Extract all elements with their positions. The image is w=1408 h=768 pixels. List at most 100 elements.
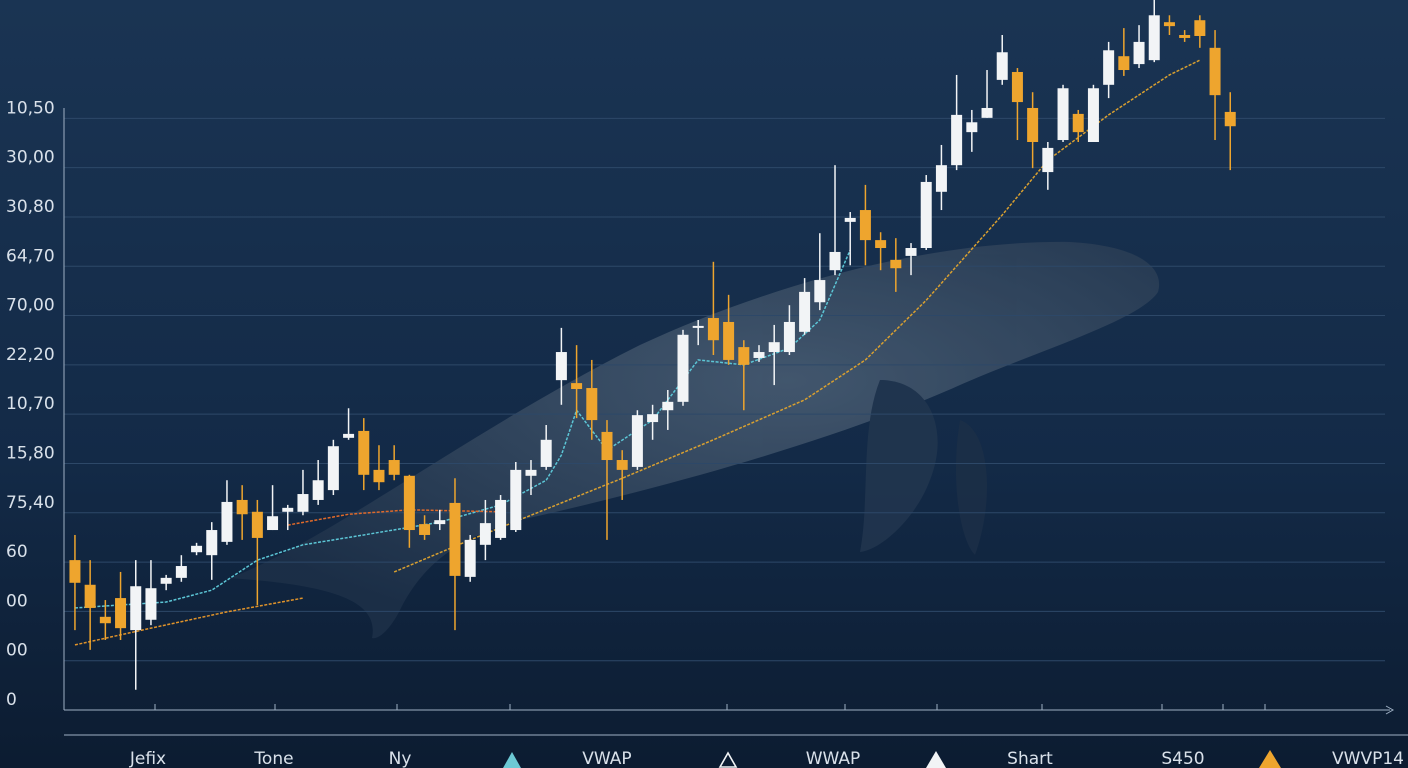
candle-body bbox=[981, 107, 993, 118]
candle-body bbox=[84, 584, 96, 608]
candle-body bbox=[510, 469, 522, 531]
legend-icon bbox=[503, 752, 521, 768]
candle-body bbox=[525, 469, 537, 476]
candle-body bbox=[768, 342, 780, 353]
y-tick-label: 0 bbox=[6, 690, 17, 710]
whale-body bbox=[230, 241, 1160, 639]
candle-body bbox=[1163, 22, 1175, 27]
candle-body bbox=[692, 325, 704, 328]
candle-body bbox=[495, 499, 507, 538]
candle-body bbox=[175, 566, 187, 578]
candle-body bbox=[1118, 56, 1130, 71]
candle-body bbox=[99, 616, 111, 624]
y-tick-label: 15,80 bbox=[6, 443, 55, 463]
candle-body bbox=[434, 520, 446, 525]
candle-body bbox=[647, 414, 659, 423]
candle-body bbox=[115, 598, 127, 629]
y-tick-label: 70,00 bbox=[6, 296, 55, 316]
candle-body bbox=[464, 539, 476, 577]
y-tick-label: 10,70 bbox=[6, 394, 55, 414]
x-label: Tone bbox=[253, 749, 293, 768]
candle-body bbox=[616, 460, 628, 470]
candle-body bbox=[297, 494, 309, 512]
candle-body bbox=[601, 431, 613, 461]
candle-body bbox=[130, 586, 142, 631]
candle-body bbox=[859, 210, 871, 241]
candle-body bbox=[1027, 107, 1039, 142]
candle-body bbox=[890, 259, 902, 269]
candle-body bbox=[1103, 50, 1115, 85]
candle-body bbox=[69, 560, 81, 583]
x-axis bbox=[63, 108, 1408, 736]
candle-body bbox=[738, 347, 750, 365]
candle-body bbox=[1148, 15, 1160, 61]
candle-body bbox=[449, 502, 461, 576]
candle-body bbox=[282, 507, 294, 512]
candle-body bbox=[1057, 88, 1069, 141]
candle-body bbox=[540, 439, 552, 467]
candle-body bbox=[1194, 20, 1206, 36]
line-series bbox=[74, 597, 304, 646]
candle-body bbox=[479, 523, 491, 545]
candle-body bbox=[1133, 41, 1145, 65]
candle-body bbox=[875, 240, 887, 249]
candle-body bbox=[358, 430, 370, 475]
y-tick-label: 00 bbox=[6, 591, 28, 611]
candle-body bbox=[753, 352, 765, 358]
candle-body bbox=[1072, 113, 1084, 133]
candle-body bbox=[783, 321, 795, 353]
x-label: Ny bbox=[389, 749, 412, 768]
candle-body bbox=[160, 577, 172, 584]
candle-body bbox=[966, 122, 978, 133]
candle-body bbox=[221, 501, 233, 542]
candle-body bbox=[327, 446, 339, 491]
grid: 000006075,4015,8010,7022,2070,0064,7030,… bbox=[6, 98, 1385, 710]
candle-body bbox=[829, 251, 841, 271]
candle-body bbox=[1179, 35, 1191, 38]
candle-body bbox=[814, 280, 826, 303]
candle-body bbox=[312, 480, 324, 500]
candle-body bbox=[251, 511, 263, 538]
candle-body bbox=[1042, 147, 1054, 173]
legend-icon bbox=[1259, 750, 1281, 768]
candle-body bbox=[707, 318, 719, 341]
candle-body bbox=[388, 460, 400, 475]
candle-body bbox=[844, 217, 856, 222]
y-tick-label: 30,00 bbox=[6, 148, 55, 168]
y-tick-label: 00 bbox=[6, 641, 28, 661]
candle-body bbox=[1011, 71, 1023, 103]
candle-body bbox=[920, 181, 932, 249]
candle-body bbox=[1224, 111, 1236, 127]
candle-body bbox=[996, 52, 1008, 80]
whale-flipper bbox=[860, 380, 938, 552]
candle-body bbox=[191, 545, 203, 553]
candle-body bbox=[723, 321, 735, 360]
legend-icon bbox=[926, 751, 946, 768]
y-tick-label: 64,70 bbox=[6, 246, 55, 266]
x-label: WWAP bbox=[806, 749, 861, 768]
axis-arrow bbox=[1385, 705, 1395, 715]
legend-icon bbox=[718, 751, 738, 768]
y-tick-label: 30,80 bbox=[6, 197, 55, 217]
candle-body bbox=[662, 401, 674, 411]
x-label: Shart bbox=[1007, 749, 1053, 768]
candle-body bbox=[935, 165, 947, 192]
y-tick-label: 60 bbox=[6, 542, 28, 562]
x-label: VWVP14 bbox=[1332, 749, 1404, 768]
line-series bbox=[393, 59, 1201, 573]
candle-body bbox=[677, 334, 689, 402]
candle-body bbox=[631, 415, 643, 467]
candle-body bbox=[373, 469, 385, 483]
marks bbox=[69, 0, 1236, 690]
y-tick-label: 75,40 bbox=[6, 493, 55, 513]
candle-body bbox=[571, 383, 583, 390]
y-tick-label: 10,50 bbox=[6, 98, 55, 118]
candle-body bbox=[799, 291, 811, 332]
candle-body bbox=[1087, 88, 1099, 142]
x-label: Jefix bbox=[129, 749, 166, 768]
x-label: S450 bbox=[1161, 749, 1204, 768]
y-tick-label: 22,20 bbox=[6, 345, 55, 365]
candle-body bbox=[206, 530, 218, 556]
